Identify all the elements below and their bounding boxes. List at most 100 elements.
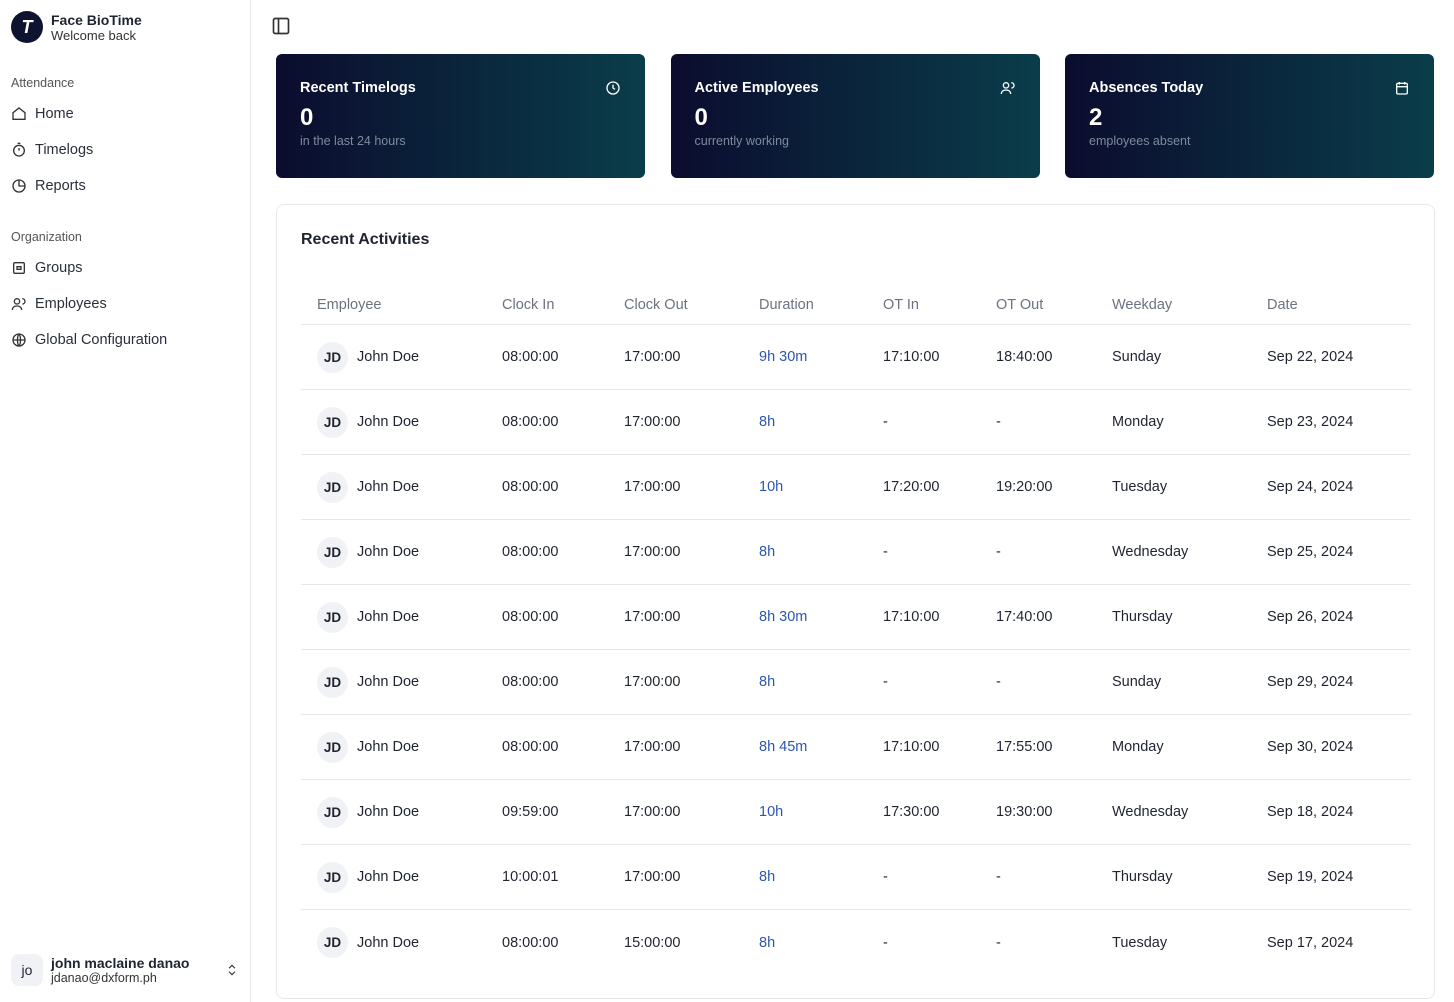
cell: Sunday	[1112, 674, 1162, 690]
cell: Sep 26, 2024	[1267, 609, 1354, 625]
user-menu[interactable]: jo john maclaine danao jdanao@dxform.ph	[11, 954, 239, 986]
section-label: Organization	[11, 230, 82, 244]
stat-card: Absences Today 2 employees absent	[1065, 54, 1434, 178]
recent-activities: Recent Activities Employee Clock In Clock …	[276, 204, 1435, 999]
cell: Sep 17, 2024	[1267, 934, 1354, 951]
avatar: JD	[317, 796, 348, 828]
cell: Monday	[1112, 739, 1164, 755]
avatar: JD	[317, 471, 348, 503]
avatar: JD	[317, 861, 348, 893]
cell: 8h	[759, 414, 776, 430]
cell: 10:00:01	[502, 869, 559, 885]
brand[interactable]: T Face BioTime Welcome back	[11, 11, 142, 43]
cell: 08:00:00	[502, 609, 559, 625]
cell: 10h	[759, 804, 784, 820]
cell: 19:30:00	[996, 804, 1053, 820]
stat-card: Recent Timelogs 0 in the last 24 hours	[276, 54, 645, 178]
cell: 17:10:00	[883, 739, 940, 755]
cell: Thursday	[1112, 869, 1173, 885]
table-row: JD John Doe 08:00:00 17:00:00 10h 17:20:00 19:…	[301, 455, 1411, 520]
cell: 17:20:00	[883, 479, 940, 495]
user-avatar: jo	[11, 954, 43, 986]
cell: Sep 29, 2024	[1267, 674, 1354, 690]
nav-label: Groups	[35, 260, 83, 276]
nav-label: Employees	[35, 296, 107, 312]
employee-name: John Doe	[357, 479, 420, 495]
cell: 17:10:00	[883, 349, 940, 365]
cell: -	[883, 414, 888, 430]
nav-icon	[11, 298, 26, 311]
stat-note: currently working	[694, 134, 789, 148]
cell: 8h 30m	[759, 609, 808, 625]
nav-icon	[12, 179, 26, 193]
table-row: JD John Doe 08:00:00 17:00:00 9h 30m 17:10:00…	[301, 325, 1411, 390]
employee-name: John Doe	[357, 349, 420, 365]
nav-item[interactable]: Home	[11, 106, 74, 122]
employee-cell: JD John Doe	[301, 536, 502, 568]
cell: Sep 24, 2024	[1267, 479, 1354, 495]
cell: Thursday	[1112, 609, 1173, 625]
nav-icon	[13, 142, 25, 157]
table-row: JD John Doe 09:59:00 17:00:00 10h 17:30:00 19:…	[301, 780, 1411, 845]
cell: -	[883, 934, 888, 951]
employee-cell: JD John Doe	[301, 731, 502, 763]
cell: 08:00:00	[502, 349, 559, 365]
sidebar: T Face BioTime Welcome back jo john macla…	[0, 0, 251, 1002]
cell: 08:00:00	[502, 934, 559, 951]
cell: 09:59:00	[502, 804, 559, 820]
employee-cell: JD John Doe	[301, 666, 502, 698]
avatar: JD	[317, 927, 348, 958]
table-row: JD John Doe 08:00:00 15:00:00 8h - - Tuesday Sep…	[301, 910, 1411, 975]
nav-item[interactable]: Employees	[11, 296, 107, 312]
avatar: JD	[317, 601, 348, 633]
nav-item[interactable]: Reports	[11, 178, 86, 194]
employee-cell: JD John Doe	[301, 406, 502, 438]
sidebar-toggle[interactable]	[271, 16, 291, 36]
table-row: JD John Doe 08:00:00 17:00:00 8h 45m 17:10:00…	[301, 715, 1411, 780]
avatar: JD	[317, 536, 348, 568]
stat-icon	[606, 81, 620, 95]
cell: 15:00:00	[624, 934, 681, 951]
cell: 8h 45m	[759, 739, 808, 755]
cell: 8h	[759, 869, 776, 885]
column-header: Clock In	[502, 296, 555, 313]
section-label: Attendance	[11, 76, 75, 90]
cell: Sep 18, 2024	[1267, 804, 1354, 820]
employee-cell: JD John Doe	[301, 471, 502, 503]
stat-value: 0	[694, 104, 708, 131]
cell: 17:00:00	[624, 544, 681, 560]
cell: 10h	[759, 479, 784, 495]
cell: 17:30:00	[883, 804, 940, 820]
cell: 17:40:00	[996, 609, 1053, 625]
employee-name: John Doe	[357, 674, 420, 690]
table-row: JD John Doe 08:00:00 17:00:00 8h 30m 17:10:00…	[301, 585, 1411, 650]
nav-label: Home	[35, 106, 74, 122]
stat-icon	[1396, 82, 1408, 95]
cell: -	[996, 544, 1001, 560]
column-header: Date	[1267, 296, 1298, 313]
cell: Tuesday	[1112, 479, 1168, 495]
cell: 17:55:00	[996, 739, 1053, 755]
nav-icon	[12, 107, 26, 120]
cell: 17:00:00	[624, 479, 681, 495]
brand-subtitle: Welcome back	[51, 27, 137, 43]
cell: Wednesday	[1112, 544, 1189, 560]
table-row: JD John Doe 08:00:00 17:00:00 8h - - Monday Sep …	[301, 390, 1411, 455]
stat-title: Recent Timelogs	[300, 80, 416, 96]
nav-icon	[12, 333, 26, 347]
employee-name: John Doe	[357, 934, 420, 951]
brand-title: Face BioTime	[51, 11, 142, 28]
employee-name: John Doe	[357, 739, 420, 755]
employee-cell: JD John Doe	[301, 601, 502, 633]
stat-title: Active Employees	[694, 80, 819, 96]
nav-item[interactable]: Groups	[11, 260, 83, 276]
table-row: JD John Doe 08:00:00 17:00:00 8h - - Sunday Sep …	[301, 650, 1411, 715]
stat-title: Absences Today	[1089, 80, 1204, 96]
cell: -	[996, 869, 1001, 885]
employee-name: John Doe	[357, 804, 420, 820]
nav-item[interactable]: Global Configuration	[11, 332, 167, 348]
nav-label: Timelogs	[35, 142, 94, 158]
cell: 08:00:00	[502, 479, 559, 495]
nav-item[interactable]: Timelogs	[11, 142, 93, 158]
